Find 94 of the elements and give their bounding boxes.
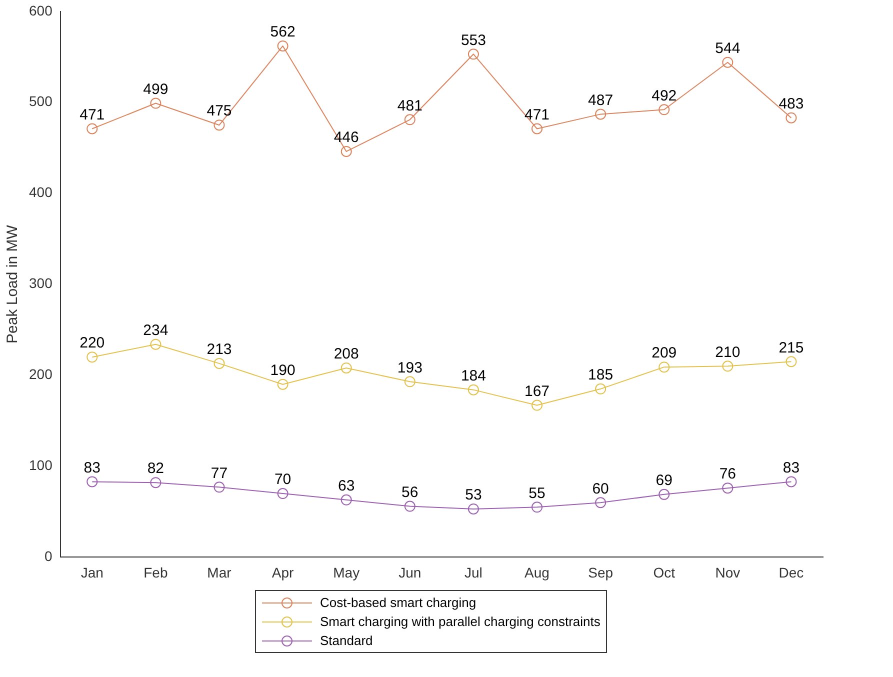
x-tick-label: Mar: [207, 564, 232, 580]
data-label: 60: [592, 480, 609, 498]
x-tick-label: Oct: [653, 564, 676, 580]
point: [786, 356, 797, 368]
x-tick-label: Jan: [80, 564, 104, 580]
data-label: 55: [528, 484, 546, 502]
point: [150, 338, 162, 350]
data-label: 471: [80, 106, 105, 124]
y-axis-title: Peak Load in MW: [4, 224, 22, 344]
data-label: 185: [588, 366, 614, 384]
point: [340, 494, 352, 506]
point: [722, 360, 734, 372]
data-label: 53: [465, 486, 482, 504]
data-label: 76: [719, 466, 736, 483]
point: [86, 123, 98, 134]
point: [214, 120, 225, 131]
data-label: 481: [397, 97, 422, 114]
point: [468, 503, 479, 514]
data-label: 190: [270, 362, 296, 380]
y-tick-label: 500: [29, 93, 53, 110]
point: [658, 362, 670, 373]
point: [404, 376, 416, 388]
legend-label: Smart charging with parallel charging constraints: [320, 614, 600, 629]
y-tick-label: 200: [29, 366, 53, 382]
data-label: 83: [782, 459, 800, 476]
x-tick-label: Dec: [778, 564, 804, 580]
point: [214, 358, 225, 369]
data-label: 83: [84, 459, 100, 476]
x-tick-label: May: [333, 564, 360, 580]
point: [277, 40, 288, 52]
point: [277, 488, 288, 500]
point: [595, 497, 606, 508]
point: [595, 383, 606, 394]
y-tick-label: 300: [29, 275, 53, 292]
point: [277, 378, 288, 390]
point: [86, 352, 98, 363]
point: [722, 56, 734, 68]
point: [532, 400, 543, 411]
data-label: 544: [715, 40, 740, 57]
x-tick-label: Jun: [398, 564, 422, 580]
data-label: 210: [715, 344, 740, 361]
data-label: 167: [524, 382, 550, 400]
point: [150, 98, 162, 109]
data-label: 77: [210, 464, 228, 482]
point: [658, 488, 670, 500]
data-label: 184: [460, 367, 486, 384]
x-tick-label: Jul: [464, 564, 482, 580]
point: [468, 48, 479, 60]
x-tick-label: Nov: [715, 564, 740, 580]
data-label: 475: [206, 102, 232, 120]
data-label: 213: [206, 341, 232, 358]
y-tick-label: 400: [29, 184, 53, 200]
x-tick-label: Feb: [144, 564, 168, 580]
legend-label: Standard: [320, 633, 373, 648]
data-label: 483: [778, 95, 804, 112]
point: [595, 108, 606, 120]
point: [404, 114, 416, 126]
x-tick-label: Apr: [272, 564, 294, 580]
y-tick-label: 100: [29, 457, 53, 474]
data-label: 208: [334, 346, 359, 363]
x-tick-label: Aug: [524, 564, 550, 580]
point: [786, 476, 797, 488]
y-tick-label: 600: [29, 2, 53, 18]
data-label: 499: [143, 80, 168, 98]
data-label: 70: [274, 471, 292, 488]
data-label: 56: [402, 484, 418, 501]
data-label: 220: [80, 334, 105, 352]
y-tick-label: 0: [44, 548, 53, 564]
point: [340, 146, 352, 157]
data-label: 215: [778, 339, 804, 356]
data-label: 69: [656, 472, 672, 490]
point: [658, 104, 670, 116]
data-label: 562: [270, 24, 296, 41]
data-label: 82: [147, 460, 164, 478]
point: [86, 476, 98, 488]
data-label: 553: [460, 32, 486, 49]
data-label: 492: [652, 87, 677, 104]
data-label: 209: [652, 344, 677, 362]
point: [468, 384, 479, 396]
point: [786, 112, 797, 124]
data-label: 487: [588, 92, 614, 109]
data-label: 63: [338, 478, 355, 495]
x-tick-label: Sep: [588, 564, 614, 580]
point: [532, 123, 543, 134]
point: [722, 482, 734, 494]
point: [532, 502, 543, 513]
data-label: 471: [524, 106, 550, 124]
legend-label: Cost-based smart charging: [320, 595, 476, 610]
data-label: 234: [143, 322, 168, 339]
point: [150, 477, 162, 488]
point: [214, 482, 225, 493]
data-label: 193: [397, 359, 422, 376]
point: [404, 500, 416, 512]
point: [340, 362, 352, 374]
